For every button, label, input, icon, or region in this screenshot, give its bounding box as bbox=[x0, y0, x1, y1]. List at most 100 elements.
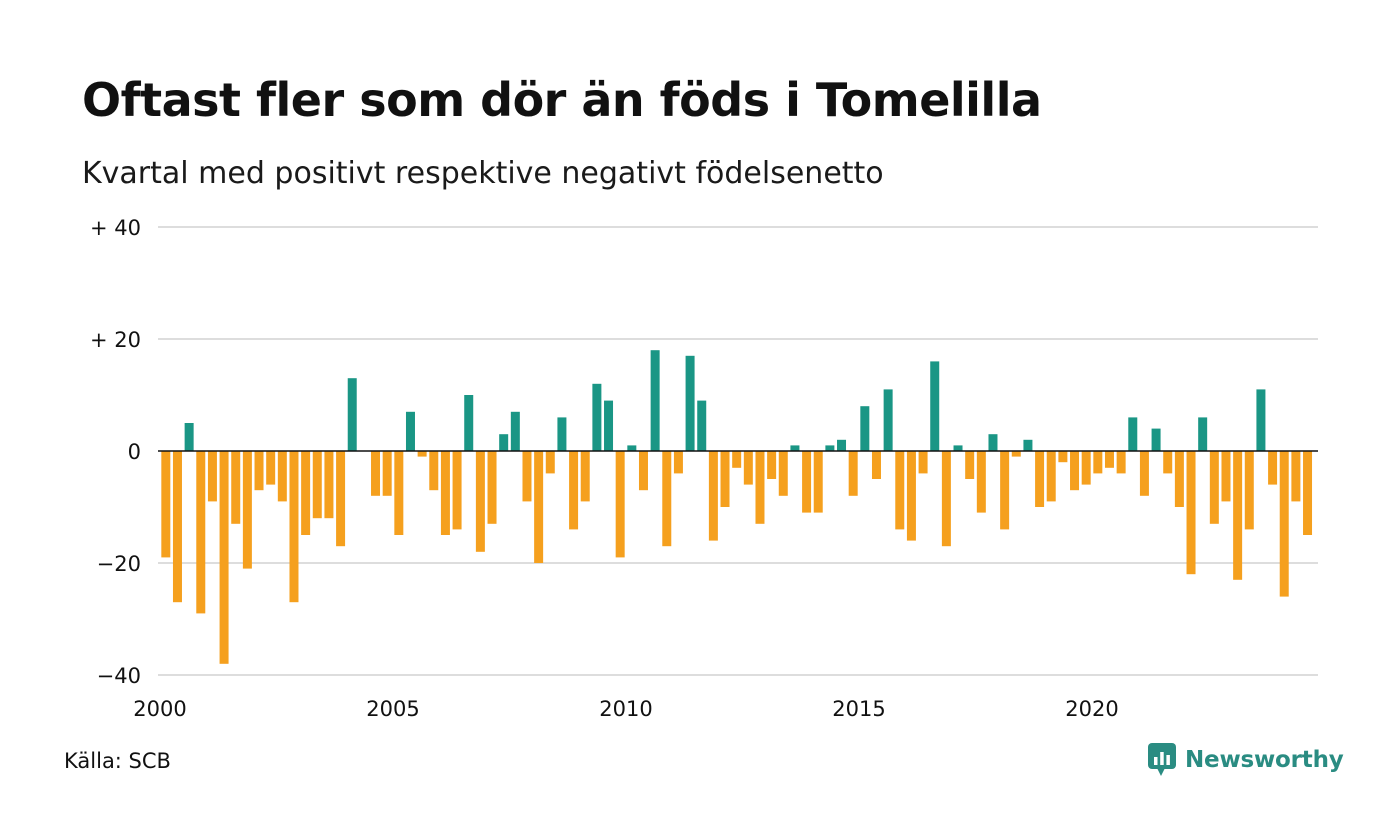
bar-negative bbox=[976, 451, 986, 513]
bar-negative bbox=[918, 451, 928, 474]
bar-negative bbox=[371, 451, 381, 496]
bar-negative bbox=[1070, 451, 1080, 491]
bar-negative bbox=[1244, 451, 1254, 530]
bar-negative bbox=[743, 451, 753, 485]
bar-positive bbox=[347, 378, 357, 451]
bar-positive bbox=[557, 417, 567, 451]
chart-subtitle: Kvartal med positivt respektive negativt… bbox=[82, 156, 884, 191]
chart-title: Oftast fler som dör än föds i Tomelilla bbox=[82, 73, 1042, 127]
bar-negative bbox=[1139, 451, 1149, 496]
bar-positive bbox=[790, 445, 800, 451]
bar-positive bbox=[685, 355, 695, 451]
bar-negative bbox=[1186, 451, 1196, 575]
bar-negative bbox=[871, 451, 881, 479]
bar-negative bbox=[242, 451, 252, 569]
bar-negative bbox=[1081, 451, 1091, 485]
bar-negative bbox=[778, 451, 788, 496]
bar-negative bbox=[1303, 451, 1313, 535]
bar-positive bbox=[1023, 439, 1033, 451]
bar-negative bbox=[802, 451, 812, 513]
bar-negative bbox=[534, 451, 544, 563]
bar-negative bbox=[848, 451, 858, 496]
bar-negative bbox=[301, 451, 311, 535]
bar-positive bbox=[825, 445, 835, 451]
bars bbox=[161, 350, 1313, 664]
bar-negative bbox=[289, 451, 299, 603]
x-tick-label: 2015 bbox=[832, 697, 885, 721]
bar-negative bbox=[1093, 451, 1103, 474]
bar-negative bbox=[965, 451, 975, 479]
bar-negative bbox=[219, 451, 229, 664]
bar-negative bbox=[813, 451, 823, 513]
bar-negative bbox=[1116, 451, 1126, 474]
bar-negative bbox=[487, 451, 497, 524]
bar-negative bbox=[312, 451, 322, 519]
bar-negative bbox=[1291, 451, 1301, 502]
bar-negative bbox=[452, 451, 462, 530]
bar-negative bbox=[755, 451, 765, 524]
bar-positive bbox=[627, 445, 637, 451]
source-label: Källa: SCB bbox=[64, 749, 171, 773]
y-tick-label: + 40 bbox=[90, 216, 141, 240]
bar-negative bbox=[638, 451, 648, 491]
bar-positive bbox=[464, 395, 474, 451]
bar-negative bbox=[231, 451, 241, 524]
bar-negative bbox=[941, 451, 951, 547]
x-tick-label: 2010 bbox=[599, 697, 652, 721]
bar-negative bbox=[1058, 451, 1068, 463]
bar-negative bbox=[720, 451, 730, 507]
bar-negative bbox=[1104, 451, 1114, 468]
bar-negative bbox=[1221, 451, 1231, 502]
bar-negative bbox=[172, 451, 182, 603]
bar-positive bbox=[837, 439, 847, 451]
bar-negative bbox=[1011, 451, 1021, 457]
bar-chart-speech-bubble-icon bbox=[1148, 743, 1176, 776]
x-axis-ticks: 2000 2005 2010 2015 2020 bbox=[133, 697, 1118, 721]
bar-negative bbox=[1209, 451, 1219, 524]
bar-negative bbox=[615, 451, 625, 558]
bar-negative bbox=[1046, 451, 1056, 502]
bar-negative bbox=[906, 451, 916, 541]
bar-negative bbox=[336, 451, 346, 547]
bar-negative bbox=[394, 451, 404, 535]
bar-negative bbox=[673, 451, 683, 474]
bar-positive bbox=[1151, 428, 1161, 451]
bar-positive bbox=[592, 383, 602, 451]
bar-negative bbox=[1233, 451, 1243, 580]
bar-positive bbox=[930, 361, 940, 451]
bar-negative bbox=[1279, 451, 1289, 597]
bar-negative bbox=[895, 451, 905, 530]
bar-positive bbox=[953, 445, 963, 451]
bar-negative bbox=[580, 451, 590, 502]
bar-negative bbox=[1035, 451, 1045, 507]
bar-positive bbox=[860, 406, 870, 451]
bar-negative bbox=[569, 451, 579, 530]
bar-positive bbox=[604, 400, 614, 451]
y-axis-ticks: + 40 + 20 0 −20 −40 bbox=[90, 216, 141, 688]
bar-negative bbox=[1163, 451, 1173, 474]
bar-positive bbox=[1198, 417, 1208, 451]
bar-negative bbox=[732, 451, 742, 468]
bar-negative bbox=[382, 451, 392, 496]
bar-negative bbox=[475, 451, 485, 552]
x-tick-label: 2020 bbox=[1065, 697, 1118, 721]
bar-negative bbox=[522, 451, 532, 502]
bar-positive bbox=[650, 350, 660, 451]
bar-negative bbox=[417, 451, 427, 457]
bar-negative bbox=[254, 451, 264, 491]
bar-negative bbox=[767, 451, 777, 479]
bar-positive bbox=[988, 434, 998, 451]
grid-lines bbox=[158, 226, 1318, 676]
bar-negative bbox=[1268, 451, 1278, 485]
bar-negative bbox=[324, 451, 334, 519]
bar-negative bbox=[266, 451, 276, 485]
bar-negative bbox=[161, 451, 171, 558]
bar-positive bbox=[697, 400, 707, 451]
bar-negative bbox=[662, 451, 672, 547]
bar-negative bbox=[429, 451, 439, 491]
bar-positive bbox=[1256, 389, 1266, 451]
bar-positive bbox=[1128, 417, 1138, 451]
x-tick-label: 2005 bbox=[366, 697, 419, 721]
brand-logo[interactable]: Newsworthy bbox=[1147, 742, 1344, 778]
